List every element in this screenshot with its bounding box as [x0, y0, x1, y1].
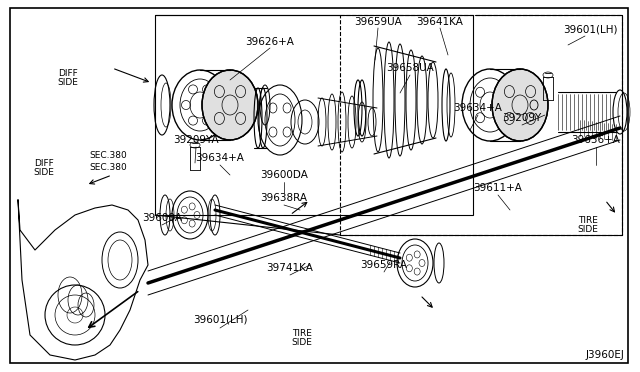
Text: 39600A: 39600A — [142, 213, 182, 223]
Text: 39641KA: 39641KA — [417, 17, 463, 27]
Text: 39611+A: 39611+A — [474, 183, 522, 193]
Text: 39741KA: 39741KA — [267, 263, 314, 273]
Text: TIRE
SIDE: TIRE SIDE — [577, 216, 598, 234]
Text: TIRE
SIDE: TIRE SIDE — [292, 328, 312, 347]
Text: 39634+A: 39634+A — [454, 103, 502, 113]
Text: 39209Y: 39209Y — [502, 113, 541, 123]
Text: 39658UA: 39658UA — [386, 63, 434, 73]
Text: 39601(LH): 39601(LH) — [193, 315, 247, 325]
Text: 39626+A: 39626+A — [246, 37, 294, 47]
Ellipse shape — [202, 70, 258, 140]
Text: 39634+A: 39634+A — [196, 153, 244, 163]
Text: 39659RA: 39659RA — [360, 260, 408, 270]
Text: DIFF
SIDE: DIFF SIDE — [58, 69, 79, 87]
Text: 39659UA: 39659UA — [354, 17, 402, 27]
Bar — [155, 15, 473, 215]
Text: DIFF
SIDE: DIFF SIDE — [33, 158, 54, 177]
Text: 39209YA: 39209YA — [173, 135, 219, 145]
Text: SEC.380: SEC.380 — [89, 164, 127, 173]
Text: 39601(LH): 39601(LH) — [563, 25, 617, 35]
Text: SEC.380: SEC.380 — [89, 151, 127, 160]
Ellipse shape — [492, 69, 548, 141]
Bar — [340, 15, 622, 235]
Text: 39636+A: 39636+A — [572, 135, 620, 145]
Text: J3960EJ: J3960EJ — [586, 350, 625, 360]
Text: 39638RA: 39638RA — [260, 193, 307, 203]
Text: 39600DA: 39600DA — [260, 170, 308, 180]
